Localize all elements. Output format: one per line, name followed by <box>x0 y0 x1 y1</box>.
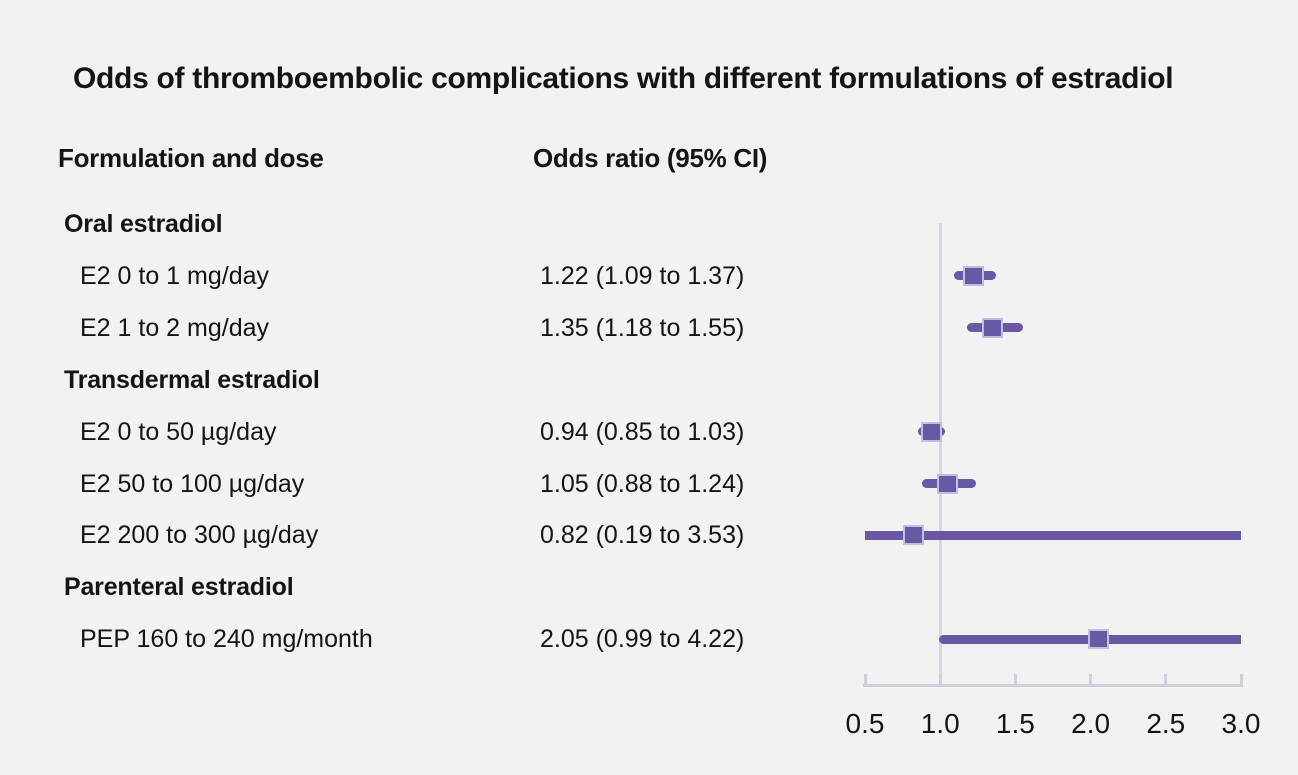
row-label: Oral estradiol <box>64 210 223 238</box>
reference-line <box>938 223 942 685</box>
column-header-formulation: Formulation and dose <box>58 143 324 173</box>
x-axis <box>863 684 1243 687</box>
point-estimate <box>962 265 984 286</box>
axis-tick-label: 2.5 <box>1146 708 1186 739</box>
axis-tick <box>1164 674 1168 684</box>
row-value: 1.35 (1.18 to 1.55) <box>540 313 745 342</box>
ci-line <box>865 530 1241 540</box>
axis-tick <box>1089 674 1093 684</box>
row-value: 0.82 (0.19 to 3.53) <box>540 521 745 550</box>
axis-tick-label: 1.0 <box>920 708 960 739</box>
row-value: 2.05 (0.99 to 4.22) <box>540 625 745 654</box>
point-estimate <box>902 525 924 546</box>
axis-tick <box>1013 674 1017 684</box>
axis-tick-label: 1.5 <box>995 708 1035 739</box>
axis-tick <box>863 674 867 684</box>
column-header-odds-ratio: Odds ratio (95% CI) <box>533 143 768 173</box>
row-label: Transdermal estradiol <box>64 365 320 394</box>
row-label: E2 50 to 100 µg/day <box>80 469 305 498</box>
point-estimate <box>1087 629 1109 650</box>
point-estimate <box>937 473 959 494</box>
axis-tick <box>1239 674 1243 684</box>
row-value: 1.05 (0.88 to 1.24) <box>540 469 745 498</box>
row-value: 0.94 (0.85 to 1.03) <box>540 417 745 446</box>
row-label: E2 200 to 300 µg/day <box>80 521 319 550</box>
point-estimate <box>982 317 1004 338</box>
row-label: PEP 160 to 240 mg/month <box>80 625 373 654</box>
point-estimate <box>920 421 942 442</box>
axis-tick-label: 0.5 <box>845 708 885 739</box>
row-value: 1.22 (1.09 to 1.37) <box>540 261 745 290</box>
figure-title: Odds of thromboembolic complications wit… <box>73 62 1174 95</box>
row-label: E2 0 to 1 mg/day <box>80 261 270 290</box>
axis-tick-label: 2.0 <box>1071 708 1111 739</box>
row-label: Parenteral estradiol <box>64 573 294 602</box>
axis-tick <box>938 674 942 684</box>
row-label: E2 0 to 50 µg/day <box>80 417 277 446</box>
row-label: E2 1 to 2 mg/day <box>80 313 270 342</box>
axis-tick-label: 3.0 <box>1221 708 1261 739</box>
